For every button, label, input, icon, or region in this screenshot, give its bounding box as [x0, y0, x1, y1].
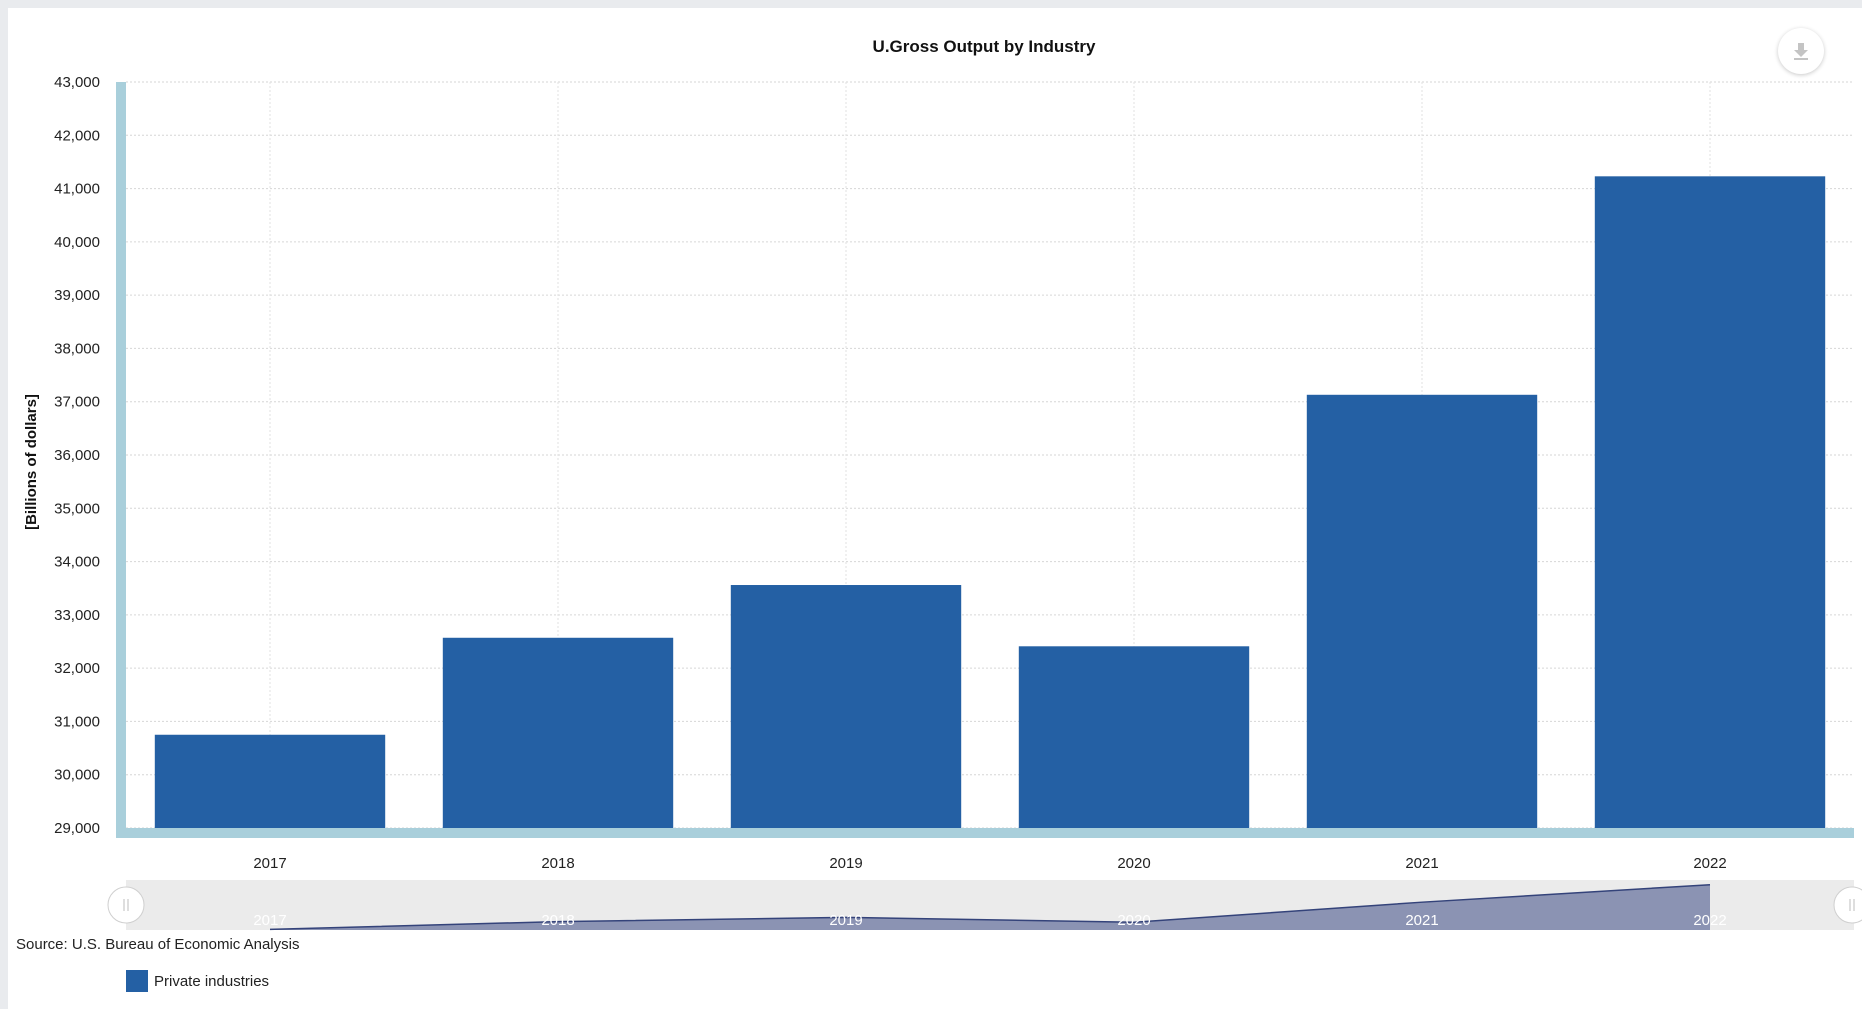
- bar-2021[interactable]: [1306, 394, 1538, 828]
- x-tick-labels: 2017 2018 2019 2020 2021 2022: [253, 855, 1726, 872]
- navigator-label: 2020: [1117, 912, 1150, 929]
- bar-2017[interactable]: [154, 734, 386, 828]
- navigator-line: [269, 883, 1711, 931]
- x-tick-label: 2019: [829, 855, 862, 872]
- y-tick-label: 42,000: [54, 127, 100, 144]
- y-tick-label: 33,000: [54, 607, 100, 624]
- y-tick-label: 31,000: [54, 713, 100, 730]
- navigator-area: [270, 884, 1710, 930]
- y-tick-label: 43,000: [54, 74, 100, 91]
- y-tick-label: 41,000: [54, 181, 100, 198]
- y-axis-line: [116, 82, 126, 838]
- chart: 29,000 30,000 31,000 32,000 33,000 34,000 35,0…: [23, 37, 1862, 931]
- y-tick-label: 40,000: [54, 234, 100, 251]
- y-tick-label: 37,000: [54, 394, 100, 411]
- y-tick-label: 39,000: [54, 287, 100, 304]
- chart-title: U.Gross Output by Industry: [873, 37, 1096, 56]
- navigator-handle-left[interactable]: [107, 886, 145, 924]
- navigator-label: 2021: [1405, 912, 1438, 929]
- navigator-label: 2017: [253, 912, 286, 929]
- y-tick-label: 35,000: [54, 500, 100, 517]
- x-axis-line: [126, 828, 1854, 838]
- y-tick-label: 38,000: [54, 340, 100, 357]
- bar-2019[interactable]: [730, 585, 962, 828]
- navigator-label: 2019: [829, 912, 862, 929]
- x-tick-label: 2017: [253, 855, 286, 872]
- axes: [116, 82, 1854, 838]
- bar-2022[interactable]: [1594, 176, 1826, 828]
- navigator-label: 2018: [541, 912, 574, 929]
- y-axis-label: [Billions of dollars]: [23, 394, 40, 530]
- y-tick-label: 34,000: [54, 554, 100, 571]
- bar-2020[interactable]: [1018, 646, 1250, 828]
- x-tick-label: 2018: [541, 855, 574, 872]
- y-tick-label: 30,000: [54, 767, 100, 784]
- navigator-handle-right[interactable]: [1833, 886, 1862, 924]
- bar-2018[interactable]: [442, 637, 674, 828]
- x-tick-label: 2021: [1405, 855, 1438, 872]
- navigator-label: 2022: [1693, 912, 1726, 929]
- grid-lines: [126, 81, 1854, 829]
- navigator[interactable]: 2017 2018 2019 2020 2021 2022: [107, 880, 1862, 931]
- x-tick-label: 2020: [1117, 855, 1150, 872]
- bars: [154, 176, 1826, 828]
- y-tick-label: 32,000: [54, 660, 100, 677]
- x-tick-label: 2022: [1693, 855, 1726, 872]
- download-icon: [1794, 43, 1808, 60]
- chart-container: 29,000 30,000 31,000 32,000 33,000 34,000 35,0…: [8, 8, 1862, 1009]
- legend-item[interactable]: Private industries: [126, 970, 269, 992]
- legend-swatch: [126, 970, 148, 992]
- y-tick-labels: 29,000 30,000 31,000 32,000 33,000 34,000 35,0…: [54, 74, 100, 837]
- download-button[interactable]: [1778, 28, 1824, 74]
- y-tick-label: 29,000: [54, 820, 100, 837]
- legend-label: Private industries: [154, 972, 270, 990]
- source-note: Source: U.S. Bureau of Economic Analysis: [16, 936, 300, 953]
- y-tick-label: 36,000: [54, 447, 100, 464]
